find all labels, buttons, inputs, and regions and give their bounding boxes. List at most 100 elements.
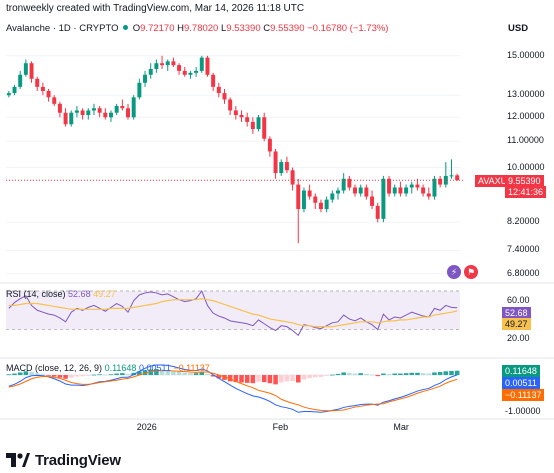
candle-body <box>279 162 284 174</box>
rsi-tick-label: 60.00 <box>507 294 530 305</box>
candle-body <box>301 190 306 210</box>
candle-body <box>18 74 23 87</box>
macd-histogram-bar <box>216 375 222 379</box>
macd-histogram-bar <box>80 375 85 377</box>
tradingview-logo[interactable]: TradingView <box>6 450 121 470</box>
macd-histogram-bar <box>364 373 369 376</box>
candle-body <box>404 187 409 194</box>
macd-line <box>8 364 458 413</box>
macd-histogram-bar <box>86 375 91 376</box>
macd-histogram-bar <box>267 375 273 384</box>
macd-histogram-bar <box>352 373 358 376</box>
ohlc-legend: Avalanche · 1D · CRYPTO O9.72170 H9.7802… <box>6 23 388 34</box>
macd-histogram-bar <box>420 373 426 376</box>
rsi-ma-line <box>8 298 458 328</box>
candle-body <box>126 108 130 118</box>
candle-body <box>438 178 443 185</box>
symbol-label[interactable]: Avalanche · 1D · CRYPTO <box>6 23 119 34</box>
candle-body <box>341 178 346 191</box>
candle-body <box>120 106 125 109</box>
macd-histogram-bar <box>154 369 159 376</box>
last-price-tag: 9.55390 <box>505 175 544 187</box>
macd-histogram-bar <box>341 372 346 376</box>
macd-histogram-bar <box>165 369 171 376</box>
candle-body <box>228 99 233 111</box>
macd-histogram-bar <box>23 371 29 376</box>
candle-body <box>415 184 420 188</box>
macd-histogram-bar <box>46 375 51 376</box>
macd-histogram-bar <box>307 375 312 379</box>
macd-histogram-bar <box>278 375 284 383</box>
candle-body <box>40 86 45 92</box>
candle-body <box>426 193 431 197</box>
price-tick-label: 6.80000 <box>507 267 540 278</box>
macd-histogram-bar <box>51 375 57 377</box>
candle-body <box>109 112 113 118</box>
candle-body <box>262 117 267 139</box>
macd-histogram-bar <box>392 373 398 376</box>
price-tick-label: 7.40000 <box>507 244 540 255</box>
legend-dot <box>123 25 129 30</box>
candle-body <box>211 74 216 87</box>
tradingview-logo-icon <box>6 453 30 467</box>
candle-body <box>131 97 136 118</box>
macd-histogram-bar <box>449 370 454 376</box>
candle-body <box>222 93 227 100</box>
macd-histogram-bar <box>176 371 182 376</box>
candle-body <box>313 196 318 203</box>
macd-histogram-bar <box>415 372 420 376</box>
rsi-ma-legend-value: 49.27 <box>93 289 116 299</box>
macd-histogram-bar <box>330 374 335 376</box>
candle-body <box>233 110 238 115</box>
candle-body <box>375 205 380 219</box>
macd-histogram-bar <box>29 372 34 376</box>
candle-body <box>154 63 159 69</box>
candle-body <box>239 114 244 118</box>
candle-body <box>103 112 108 118</box>
candle-body <box>370 196 375 206</box>
candle-body <box>46 91 51 98</box>
candle-body <box>336 190 340 194</box>
candle-body <box>205 57 210 75</box>
macd-histogram-bar <box>227 375 233 382</box>
macd-histogram-bar <box>63 375 68 379</box>
macd-legend-label: MACD (close, 12, 26, 9) <box>6 363 103 373</box>
candle-body <box>80 110 85 115</box>
candle-body <box>347 178 352 188</box>
candle-body <box>330 193 335 200</box>
macd-histogram-bar <box>57 375 63 378</box>
candle-body <box>256 117 261 129</box>
macd-histogram-bar <box>137 371 142 376</box>
time-tick-label: Feb <box>272 422 289 432</box>
macd-histogram-bar <box>40 374 46 376</box>
rsi-legend: RSI (14, close) 52.68 49.27 <box>6 289 116 299</box>
macd-histogram-bar <box>375 375 380 377</box>
lightning-icon[interactable]: ⚡ <box>447 265 461 279</box>
time-tick-label: 2026 <box>136 422 157 432</box>
macd-histogram-bar <box>182 372 188 376</box>
macd-histogram-bar <box>91 374 97 376</box>
macd-histogram-bar <box>403 373 409 376</box>
candle-body <box>387 178 392 194</box>
macd-histogram-bar <box>17 372 23 376</box>
high-key: H <box>177 23 184 34</box>
flag-icon[interactable]: ⚑ <box>464 265 478 279</box>
candle-body <box>267 138 272 152</box>
candle-body <box>52 97 57 104</box>
candle-body <box>97 108 102 113</box>
candle-body <box>35 78 40 87</box>
candle-body <box>91 108 96 111</box>
chart-credit: tronweekly created with TradingView.com,… <box>6 3 305 14</box>
candle-body <box>188 72 193 75</box>
macd-histogram-bar <box>142 370 148 376</box>
rsi-ma-value-tag: 49.27 <box>502 318 531 330</box>
macd-histogram-bar <box>386 373 392 376</box>
candle-body <box>216 86 221 94</box>
candle-body <box>307 190 312 197</box>
tradingview-brand: TradingView <box>35 451 121 469</box>
signal-value-tag: −0.11137 <box>502 389 545 401</box>
currency-label[interactable]: USD <box>508 23 529 34</box>
macd-histogram-bar <box>290 375 295 381</box>
candle-body <box>273 151 278 174</box>
